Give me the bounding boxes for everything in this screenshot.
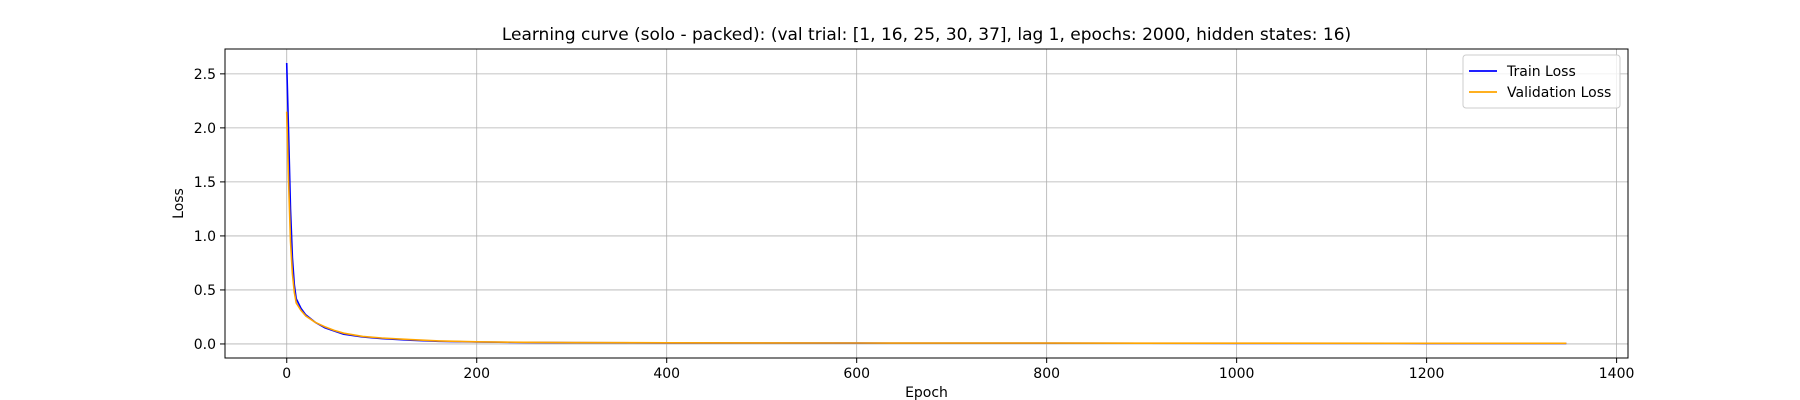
x-tick-label: 1000 — [1219, 366, 1255, 382]
x-tick-label: 200 — [463, 366, 490, 382]
x-tick-label: 0 — [282, 366, 291, 382]
series-layer — [285, 62, 1567, 345]
plot-frame — [224, 48, 1629, 359]
x-axis-label: Epoch — [905, 385, 948, 400]
y-tick-label: 2.0 — [194, 121, 216, 137]
y-tick-label: 1.0 — [194, 229, 216, 245]
series-line-validation-loss — [285, 111, 1567, 345]
y-tick-label: 0.0 — [194, 337, 216, 353]
grid-layer — [225, 49, 1628, 358]
x-tick-label: 1400 — [1599, 366, 1635, 382]
legend: Train Loss Validation Loss — [1462, 54, 1621, 109]
y-axis-label: Loss — [171, 188, 187, 219]
chart-title: Learning curve (solo - packed): (val tri… — [502, 25, 1351, 45]
x-tick-label: 400 — [653, 366, 680, 382]
tick-layer: 0 200 400 600 800 1000 1200 1400 0.0 0.5 1.0 1.5 2.0… — [194, 67, 1635, 382]
x-tick-label: 800 — [1033, 366, 1060, 382]
legend-label: Train Loss — [1506, 64, 1576, 80]
legend-box — [1462, 54, 1621, 109]
legend-label: Validation Loss — [1507, 85, 1611, 101]
x-tick-label: 1200 — [1409, 366, 1445, 382]
y-tick-label: 2.5 — [194, 67, 216, 83]
series-line-train-loss — [285, 62, 1567, 345]
x-tick-label: 600 — [843, 366, 870, 382]
y-tick-label: 1.5 — [194, 175, 216, 191]
y-tick-label: 0.5 — [194, 283, 216, 299]
